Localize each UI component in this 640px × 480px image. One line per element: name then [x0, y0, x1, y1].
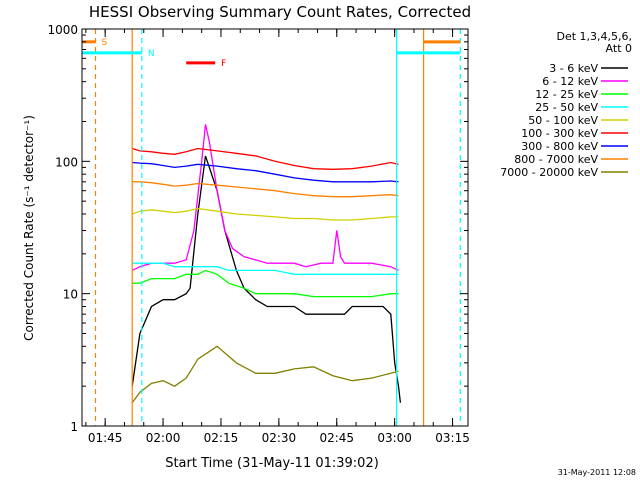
series-layer: [131, 124, 402, 404]
chart-title: HESSI Observing Summary Count Rates, Cor…: [89, 3, 471, 21]
y-tick-label-4: 1000: [47, 23, 78, 37]
y-tick-label-3: 100: [55, 155, 78, 169]
y-axis-label: Corrected Count Rate (s⁻¹ detector⁻¹): [22, 115, 36, 341]
x-tick-label-7: 03:15: [435, 431, 470, 445]
series-line-3: [132, 269, 399, 298]
x-tick-label-4: 02:30: [262, 431, 297, 445]
legend-label-3: 12 - 25 keV: [535, 88, 598, 101]
x-tick-label-6: 03:00: [377, 431, 412, 445]
x-tick-label-3: 02:15: [204, 431, 239, 445]
marker-label-f: F: [221, 59, 226, 69]
series-line-5: [131, 207, 399, 221]
legend-label-1: 3 - 6 keV: [549, 62, 598, 75]
series-line-6: [132, 147, 399, 170]
legend-label-6: 100 - 300 keV: [521, 127, 598, 140]
marker-label-s: S: [102, 38, 108, 48]
axis-layer: 01:45 02:00 02:15 02:30 02:45 03:00 03:15 1 10 10…: [47, 23, 469, 445]
legend-header-line-1: Det 1,3,4,5,6,: [556, 30, 632, 43]
series-line-4: [132, 262, 399, 275]
y-tick-label-2: 10: [63, 288, 78, 302]
legend-label-9: 7000 - 20000 keV: [500, 166, 598, 179]
legend-label-8: 800 - 7000 keV: [514, 153, 598, 166]
series-line-8: [132, 181, 399, 198]
x-tick-label-5: 02:45: [319, 431, 354, 445]
series-line-7: [132, 161, 399, 183]
x-axis-label: Start Time (31-May-11 01:39:02): [165, 456, 379, 471]
timestamp: 31-May-2011 12:08: [558, 468, 636, 477]
legend-label-4: 25 - 50 keV: [535, 101, 598, 114]
x-tick-label-2: 02:00: [146, 431, 181, 445]
series-line-2: [131, 124, 399, 271]
marker-layer: S N F: [82, 29, 461, 426]
marker-label-n: N: [148, 49, 155, 59]
y-tick-label-1: 1: [70, 420, 78, 434]
series-line-9: [131, 345, 399, 404]
plot-frame: [81, 28, 469, 427]
legend-label-2: 6 - 12 keV: [542, 75, 598, 88]
legend-header-line-2: Att 0: [606, 42, 632, 55]
series-line-1: [131, 155, 402, 403]
x-tick-label-1: 01:45: [88, 431, 123, 445]
legend-label-5: 50 - 100 keV: [528, 114, 598, 127]
legend-label-7: 300 - 800 keV: [521, 140, 598, 153]
